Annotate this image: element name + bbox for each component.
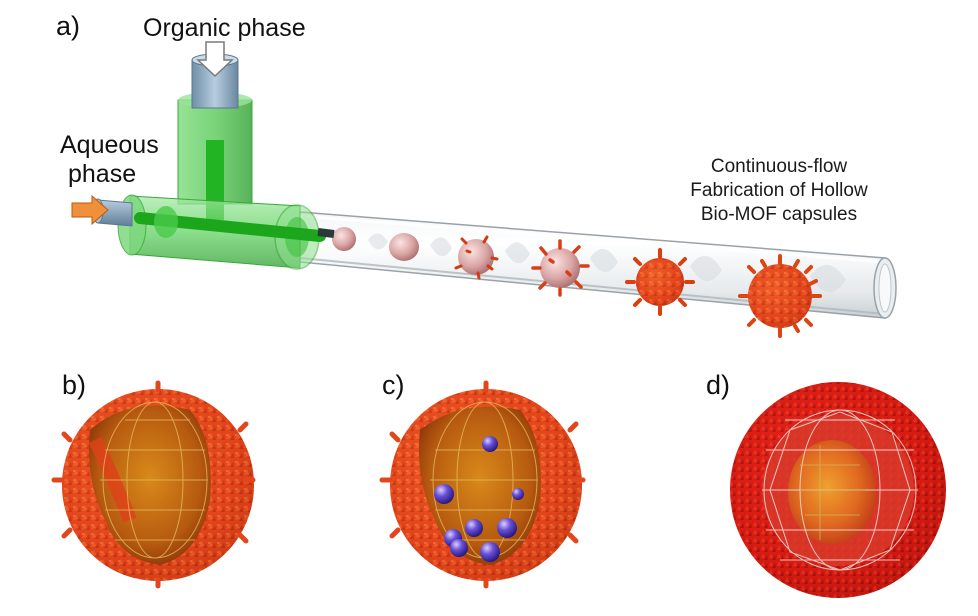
aqueous-phase-label-line1: Aqueous [60,131,159,159]
t-junction [117,92,335,270]
caption-line-3: Bio-MOF capsules [700,204,858,225]
panel-label-b: b) [62,370,87,400]
organic-phase-label: Organic phase [143,14,306,42]
caption-line-2: Fabrication of Hollow [690,180,868,201]
glass-tube [299,211,897,319]
capsule-b [51,380,256,589]
aqueous-phase-label-line2: phase [68,160,137,188]
cargo-molecules [434,436,524,562]
capsule-d [730,382,946,598]
panel-label-c: c) [382,370,405,400]
panel-label-a: a) [56,11,81,41]
droplet-5 [625,248,695,316]
droplet-4 [531,239,590,297]
capsule-progression [332,227,822,338]
figure-caption: Continuous-flow Fabrication of Hollow Bi… [654,155,904,227]
droplet-1 [332,227,356,251]
panel-label-d: d) [706,370,731,400]
capsule-c [379,380,586,589]
organic-arrow-icon [196,41,234,78]
fluid-segments [368,233,846,293]
droplet-2 [389,233,419,261]
droplet-6 [738,254,822,338]
droplet-3 [454,235,499,280]
aqueous-arrow-icon [71,194,109,226]
caption-line-1: Continuous-flow [710,156,848,177]
